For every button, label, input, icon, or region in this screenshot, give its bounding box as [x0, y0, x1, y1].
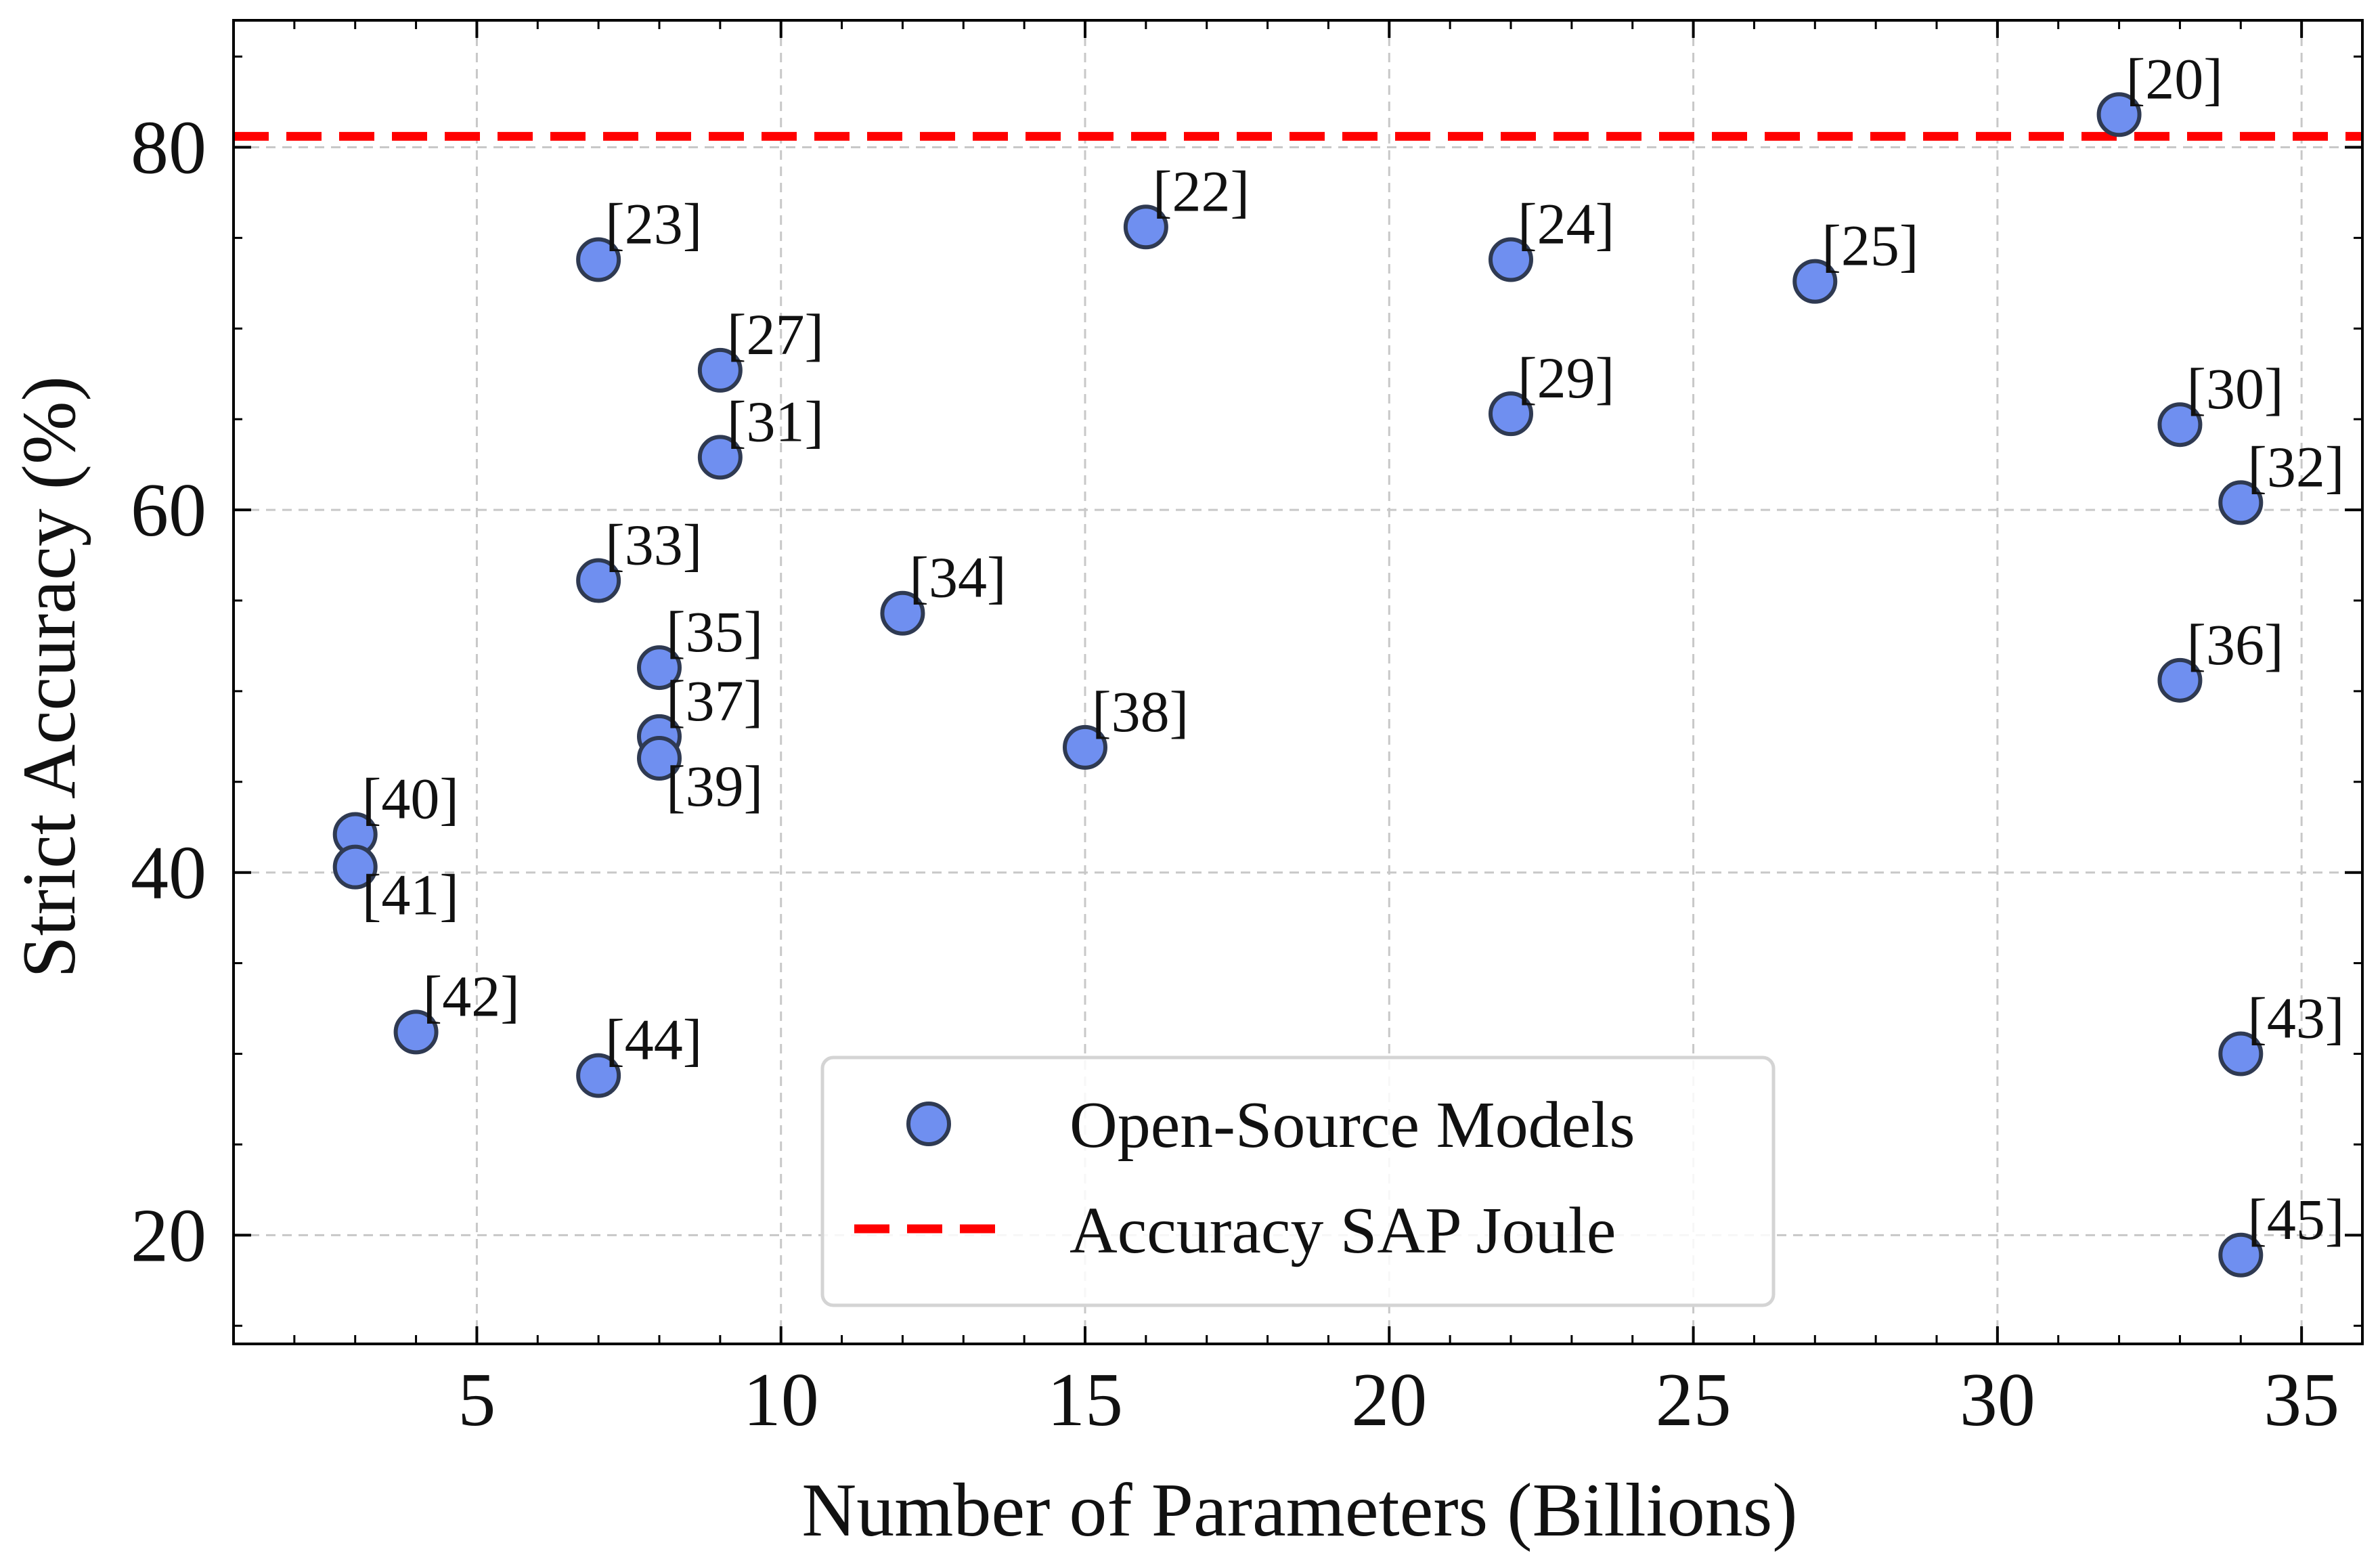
point-label: [31] [727, 389, 824, 454]
data-point [2096, 92, 2142, 137]
data-point [637, 645, 682, 691]
point-label: [39] [666, 754, 763, 819]
y-tick-label: 20 [131, 1194, 206, 1278]
point-label: [38] [1092, 679, 1189, 744]
data-point [697, 347, 743, 393]
data-point [576, 558, 621, 603]
data-point [1792, 259, 1838, 304]
data-point [332, 844, 378, 890]
data-point [1063, 724, 1107, 770]
point-label: [45] [2247, 1187, 2344, 1252]
y-tick-label: 80 [131, 106, 206, 190]
plot-area-frame [232, 19, 2364, 1345]
legend-label-open-source: Open-Source Models [1070, 1089, 1635, 1162]
legend-marker-open-source [906, 1102, 951, 1146]
tick-labels: 5 10 15 20 25 30 35 20 40 60 80 [131, 106, 2339, 1442]
point-labels: [20] [22] [23] [24] [25] [27] [29] [30] [31] [32]… [362, 46, 2345, 1252]
axis-ticks [232, 20, 2364, 1344]
data-point [880, 590, 925, 636]
point-label: [27] [727, 302, 824, 367]
data-point [2218, 1232, 2264, 1278]
legend-box [820, 1055, 1776, 1307]
point-label: [23] [605, 192, 702, 257]
point-label: [43] [2247, 986, 2344, 1051]
data-point [2157, 657, 2203, 703]
point-label: [42] [423, 963, 520, 1028]
data-points [332, 92, 2264, 1278]
point-label: [44] [605, 1007, 702, 1072]
data-point [637, 735, 682, 781]
point-label: [32] [2247, 434, 2344, 499]
point-label: [36] [2186, 612, 2283, 677]
point-label: [37] [666, 668, 763, 733]
x-axis-title: Number of Parameters (Billions) [801, 1468, 1797, 1552]
data-point [1123, 204, 1168, 250]
x-tick-label: 35 [2264, 1358, 2339, 1442]
data-point [1489, 237, 1533, 282]
point-label: [34] [909, 545, 1006, 610]
x-tick-label: 30 [1960, 1358, 2035, 1442]
data-point [576, 1053, 621, 1098]
legend-label-sap-joule: Accuracy SAP Joule [1070, 1194, 1616, 1267]
point-label: [24] [1518, 192, 1614, 257]
point-label: [29] [1518, 345, 1614, 410]
point-label: [25] [1822, 213, 1918, 278]
y-axis-title: Strict Accuracy (%) [7, 376, 91, 978]
point-label: [33] [605, 513, 702, 578]
x-tick-label: 5 [458, 1358, 495, 1442]
x-tick-label: 10 [743, 1358, 819, 1442]
point-label: [20] [2126, 46, 2223, 111]
data-point [1489, 391, 1533, 437]
x-tick-label: 25 [1656, 1358, 1732, 1442]
data-point [2218, 1031, 2264, 1076]
data-point [2157, 402, 2203, 448]
x-tick-label: 15 [1047, 1358, 1123, 1442]
y-tick-label: 40 [131, 831, 206, 915]
point-label: [40] [362, 766, 459, 831]
data-point [393, 1009, 439, 1055]
point-label: [22] [1153, 158, 1250, 223]
data-point [2218, 480, 2264, 525]
data-point [697, 435, 743, 480]
x-tick-label: 20 [1351, 1358, 1427, 1442]
point-label: [41] [362, 863, 459, 928]
y-tick-label: 60 [131, 469, 206, 552]
point-label: [35] [666, 599, 763, 664]
data-point [576, 237, 621, 282]
point-label: [30] [2186, 356, 2283, 421]
legend: Open-Source Models Accuracy SAP Joule [820, 1055, 1776, 1307]
